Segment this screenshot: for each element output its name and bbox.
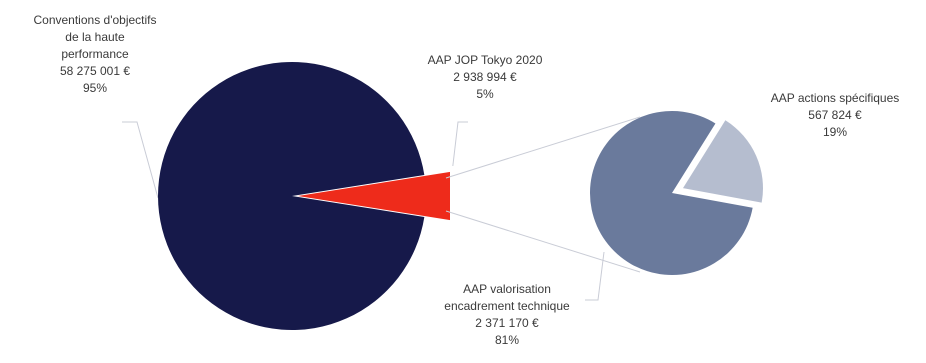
label-conventions-objectifs: Conventions d'objectifs de la haute perf… <box>10 12 180 97</box>
slice-edge-mask <box>450 166 480 226</box>
main-pie <box>157 62 480 330</box>
value-conventions-objectifs: 58 275 001 € <box>59 64 131 78</box>
connector-line-bottom <box>445 210 641 273</box>
sub-pie <box>589 111 763 275</box>
slice-aap-valorisation-encadrement-technique <box>589 111 753 275</box>
label-aap-valorisation: AAP valorisation encadrement technique 2… <box>412 281 602 349</box>
percent-aap-actions-specifiques: 19% <box>822 125 848 139</box>
value-aap-actions-specifiques: 567 824 € <box>808 108 862 122</box>
slice-conventions-d-objectifs-de-la-haute-performance <box>157 62 425 330</box>
percent-aap-jop-tokyo: 5% <box>476 87 494 101</box>
value-aap-valorisation: 2 371 170 € <box>475 316 539 330</box>
percent-aap-valorisation: 81% <box>494 333 520 347</box>
slice-aap-actions-specifiques <box>682 120 763 203</box>
leader-line-aap-valorisation <box>585 251 605 301</box>
label-aap-actions-specifiques: AAP actions spécifiques 567 824 € 19% <box>745 90 925 141</box>
value-aap-jop-tokyo: 2 938 994 € <box>453 70 517 84</box>
label-aap-jop-tokyo: AAP JOP Tokyo 2020 2 938 994 € 5% <box>405 52 565 103</box>
percent-conventions-objectifs: 95% <box>82 81 108 95</box>
connector-lines <box>445 116 641 273</box>
connector-line-top <box>445 116 641 179</box>
leader-line-conventions <box>122 121 159 199</box>
slice-aap-jop-tokyo-2020 <box>298 171 457 221</box>
